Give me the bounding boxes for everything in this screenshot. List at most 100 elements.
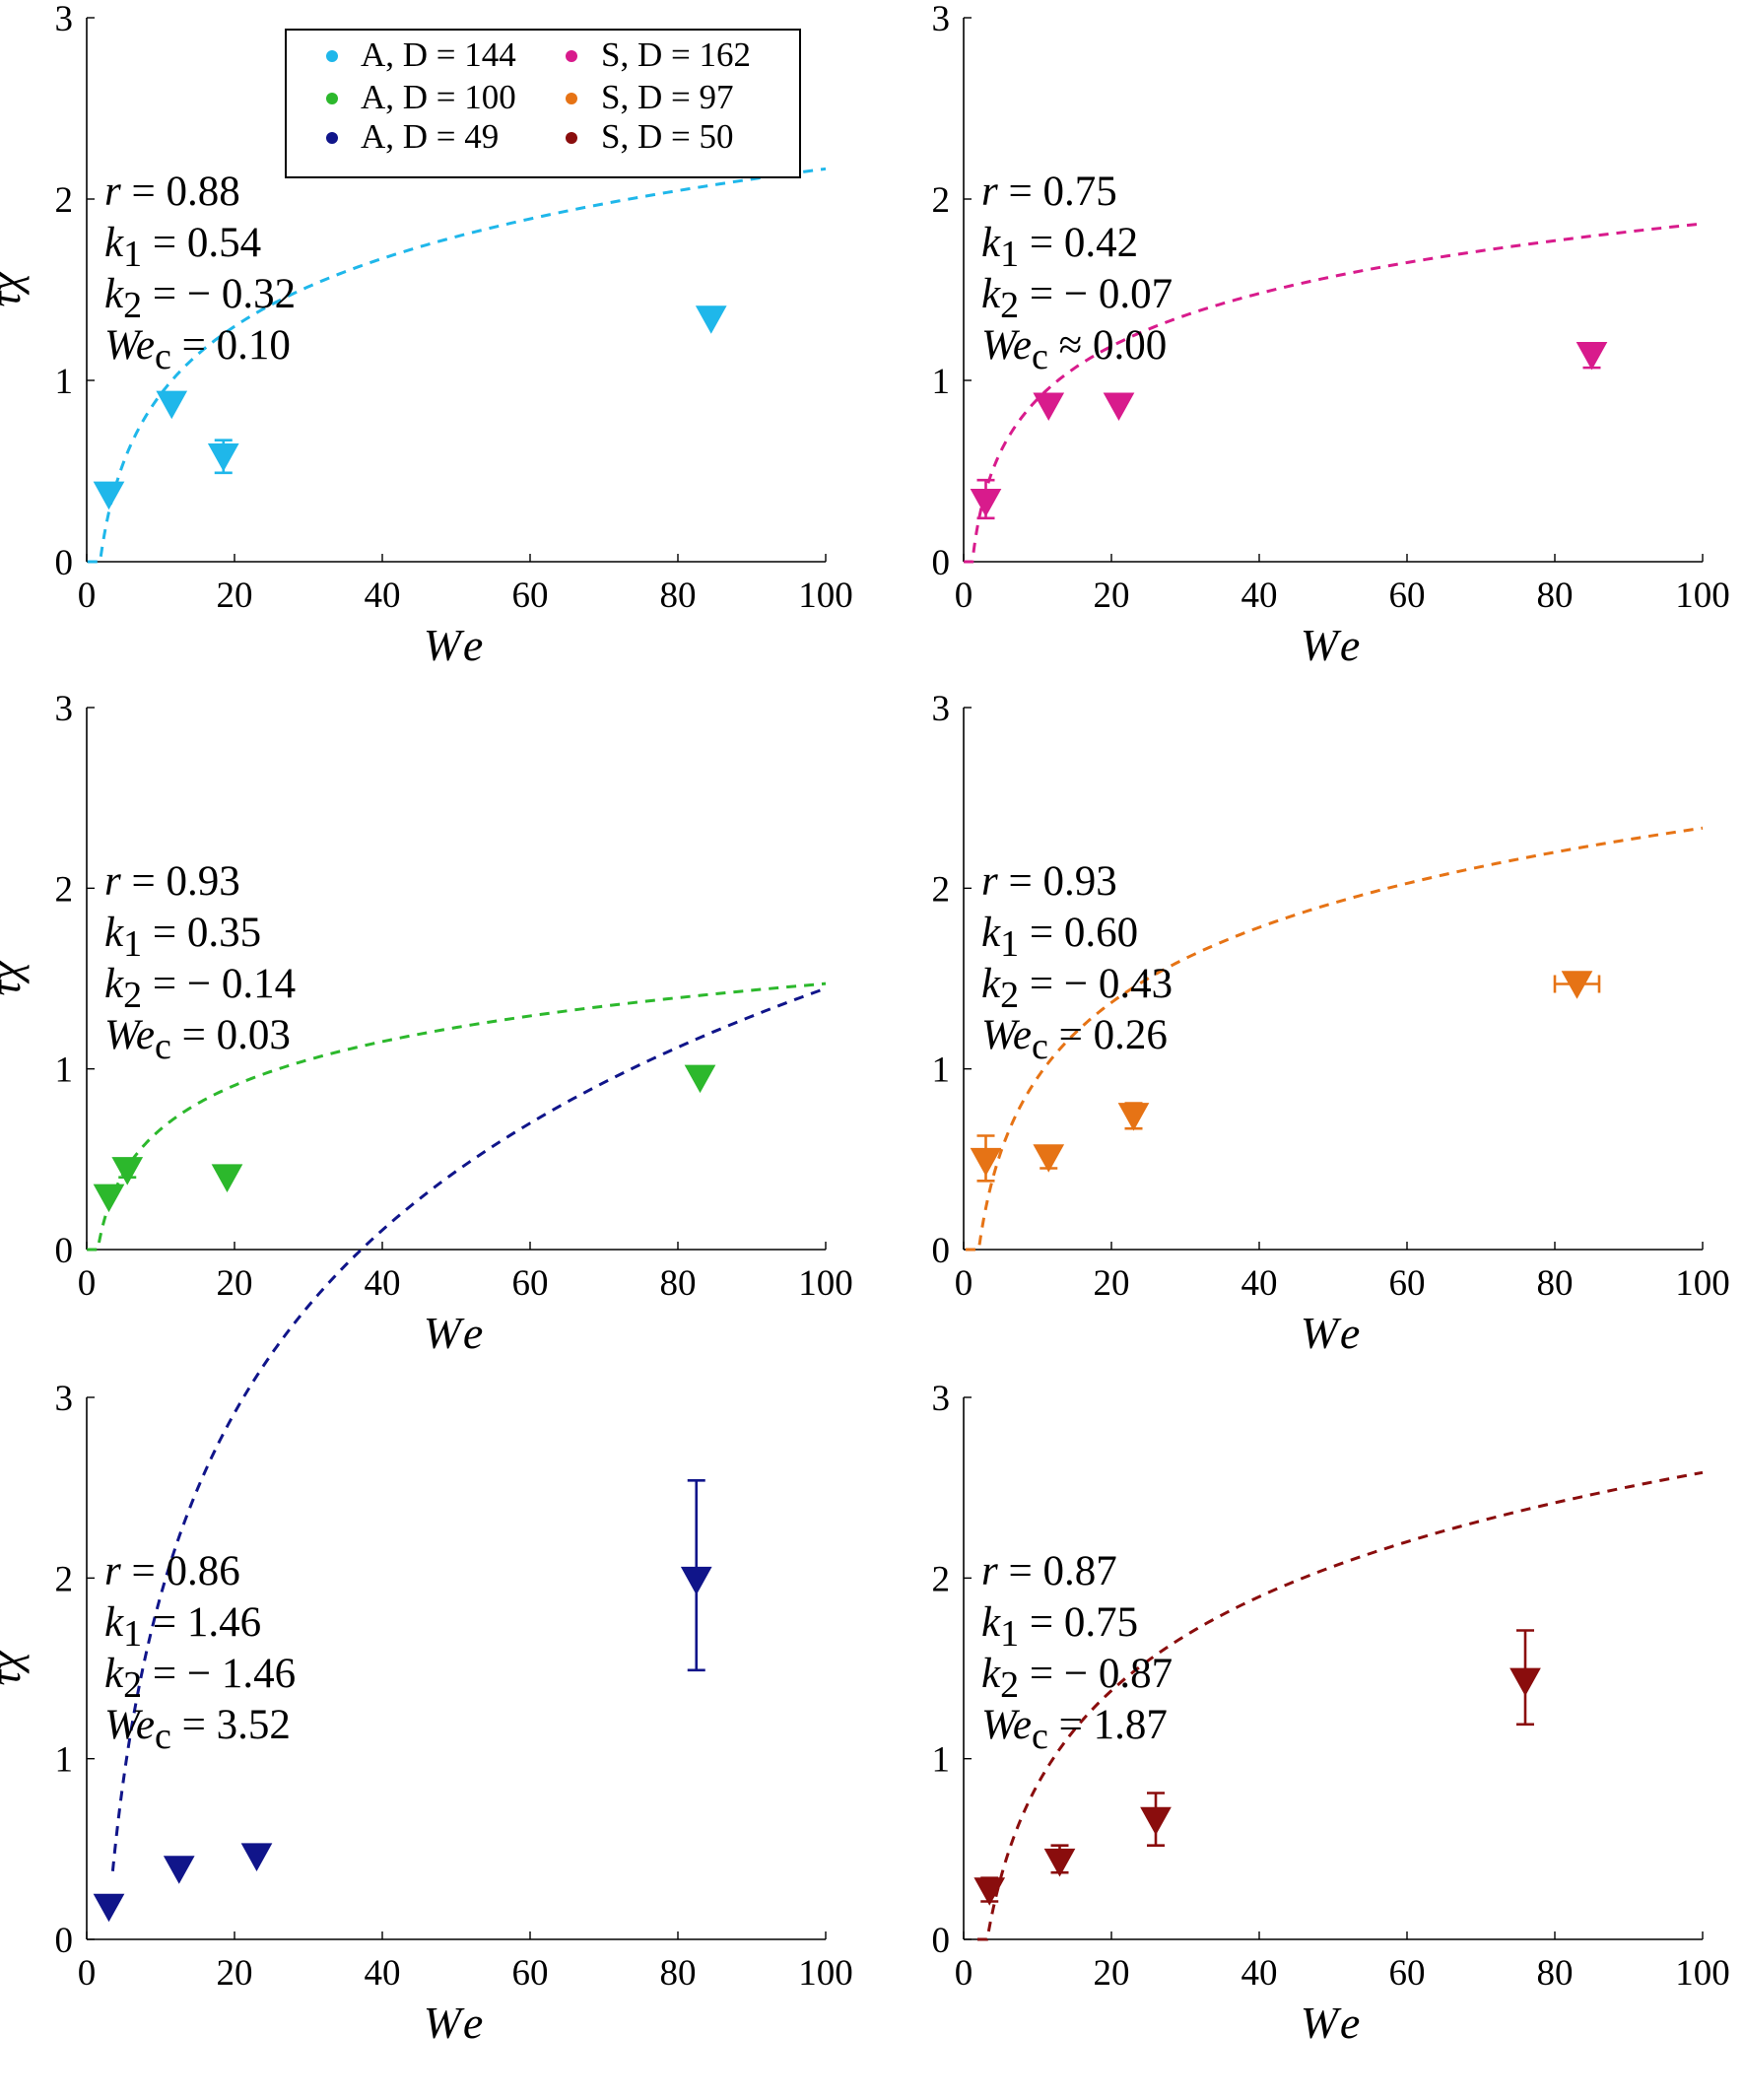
x-tick-label: 100: [1675, 1263, 1730, 1304]
x-tick-label: 40: [365, 1263, 401, 1304]
x-tick-label: 20: [217, 1263, 253, 1304]
x-tick-label: 60: [512, 576, 549, 616]
legend-label: S, D = 50: [601, 117, 733, 156]
data-point: [240, 1843, 273, 1871]
fit-curve: [87, 982, 827, 1252]
annotation-wec: Wec ≈ 0.00: [981, 322, 1167, 377]
y-tick-label: 2: [932, 180, 951, 221]
data-point: [1140, 1806, 1172, 1836]
data-point: [1561, 971, 1593, 999]
annotation-k2: k2 = − 0.43: [981, 961, 1173, 1016]
data-point: [93, 1184, 125, 1213]
annotation-k1: k1 = 0.75: [981, 1599, 1138, 1655]
x-tick-label: 100: [798, 1953, 853, 1994]
legend-label: A, D = 49: [361, 117, 499, 156]
data-point: [680, 1566, 712, 1595]
x-tick-label: 80: [660, 1953, 697, 1994]
y-tick-label: 3: [55, 1379, 74, 1419]
annotation-k1: k1 = 1.46: [104, 1599, 261, 1655]
x-tick-label: 60: [1389, 1953, 1426, 1994]
annotation-k2: k2 = − 0.14: [104, 961, 296, 1016]
legend-label: A, D = 100: [361, 78, 516, 116]
legend-label: S, D = 162: [601, 35, 751, 74]
data-point: [93, 1893, 125, 1923]
legend-box: [285, 29, 801, 178]
x-tick-label: 100: [1675, 1953, 1730, 1994]
x-tick-label: 0: [78, 576, 97, 616]
data-point: [211, 1164, 243, 1192]
data-point: [1033, 1144, 1065, 1173]
legend-marker: [326, 93, 338, 104]
y-tick-label: 0: [55, 1921, 74, 1961]
data-point: [156, 390, 188, 420]
annotation-k2: k2 = − 0.07: [981, 271, 1173, 326]
x-axis-title: We: [424, 1998, 490, 2048]
x-tick-label: 0: [955, 1953, 973, 1994]
x-axis-title: We: [424, 620, 490, 670]
data-point: [970, 489, 1002, 517]
legend-marker: [566, 93, 577, 104]
y-tick-label: 2: [932, 869, 951, 910]
x-tick-label: 100: [798, 576, 853, 616]
annotation-wec: Wec = 3.52: [104, 1702, 291, 1757]
x-tick-label: 80: [660, 576, 697, 616]
y-tick-label: 1: [55, 1050, 74, 1091]
x-axis-title: We: [424, 1308, 490, 1358]
x-tick-label: 0: [955, 1263, 973, 1304]
y-tick-label: 2: [932, 1559, 951, 1599]
x-tick-label: 80: [1537, 1263, 1574, 1304]
data-point: [1117, 1103, 1150, 1131]
data-point: [1509, 1667, 1541, 1697]
y-tick-label: 3: [55, 689, 74, 729]
legend-marker: [566, 132, 577, 144]
y-tick-label: 1: [55, 1740, 74, 1781]
x-tick-label: 60: [1389, 576, 1426, 616]
panel-3: 0 20 40 60 80 100 0 1 2 3 We τχ r = 0.93 k1 = 0.35k2 …: [0, 689, 853, 1358]
y-tick-label: 3: [932, 1379, 951, 1419]
x-tick-label: 20: [1094, 1953, 1130, 1994]
x-tick-label: 60: [512, 1263, 549, 1304]
fit-curve: [977, 1470, 1704, 1941]
x-tick-label: 20: [1094, 1263, 1130, 1304]
x-tick-label: 60: [1389, 1263, 1426, 1304]
annotation-k2: k2 = − 0.32: [104, 271, 296, 326]
annotation-r: r = 0.87: [981, 1548, 1117, 1594]
y-axis-title: τχ: [0, 960, 30, 996]
annotation-r: r = 0.86: [104, 1548, 240, 1594]
annotation-r: r = 0.88: [104, 169, 240, 215]
legend: A, D = 144 S, D = 162 A, D = 100 S, D = 97 A…: [285, 29, 801, 178]
data-point: [973, 1877, 1006, 1906]
x-tick-label: 40: [1241, 1263, 1278, 1304]
data-point: [111, 1157, 144, 1185]
x-axis-title: We: [1301, 1998, 1367, 2048]
y-tick-label: 0: [932, 543, 951, 583]
y-tick-label: 1: [932, 1050, 951, 1091]
y-tick-label: 2: [55, 1559, 74, 1599]
annotation-r: r = 0.75: [981, 169, 1117, 215]
data-point: [970, 1147, 1002, 1177]
data-point: [695, 305, 727, 334]
fit-curve: [964, 222, 1704, 564]
x-tick-label: 20: [217, 576, 253, 616]
x-tick-label: 80: [1537, 576, 1574, 616]
data-point: [163, 1856, 195, 1884]
x-tick-label: 20: [217, 1953, 253, 1994]
annotation-k1: k1 = 0.54: [104, 220, 261, 275]
legend-label: A, D = 144: [361, 35, 516, 74]
panel-1: 0 20 40 60 80 100 0 1 2 3 We τχ r = 0.88 k1 = 0.54k2 …: [0, 0, 853, 670]
y-tick-label: 2: [55, 180, 74, 221]
annotation-k1: k1 = 0.60: [981, 910, 1138, 965]
annotation-r: r = 0.93: [104, 858, 240, 905]
y-tick-label: 3: [55, 0, 74, 39]
data-point: [207, 443, 239, 472]
x-tick-label: 0: [78, 1263, 97, 1304]
x-tick-label: 100: [1675, 576, 1730, 616]
x-tick-label: 0: [955, 576, 973, 616]
x-tick-label: 80: [1537, 1953, 1574, 1994]
data-point: [684, 1064, 716, 1094]
x-tick-label: 40: [365, 1953, 401, 1994]
legend-label: S, D = 97: [601, 78, 733, 116]
